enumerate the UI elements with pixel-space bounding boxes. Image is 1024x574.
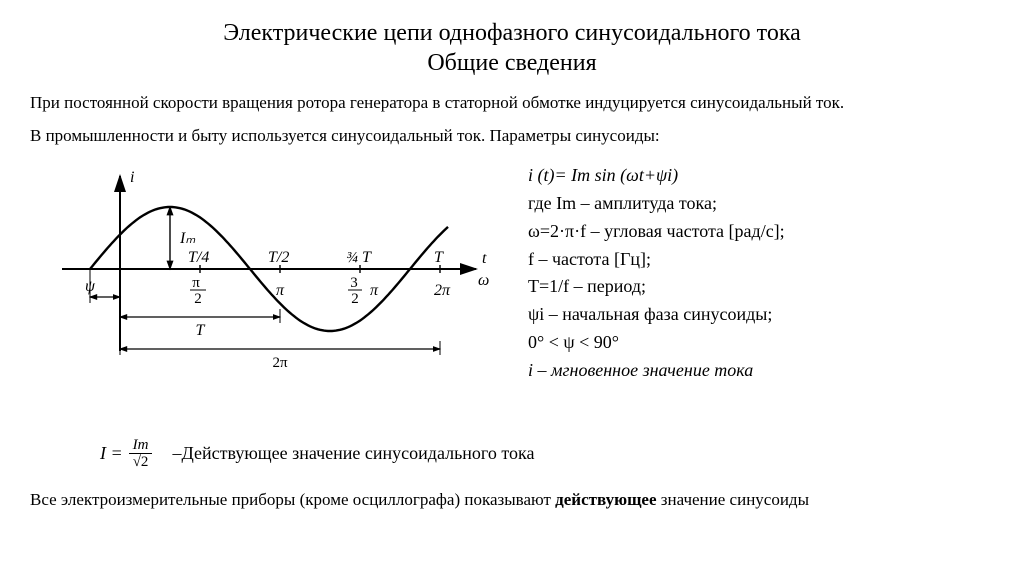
sine-chart: itωtIₘT/4T/2¾ TTπ2π32π2πψT2π xyxy=(50,164,490,419)
svg-text:T/2: T/2 xyxy=(268,249,289,266)
def-line-5: ψi – начальная фаза синусоиды; xyxy=(528,301,994,329)
svg-text:2: 2 xyxy=(351,291,359,307)
svg-text:2π: 2π xyxy=(272,355,288,371)
svg-text:T: T xyxy=(196,322,206,339)
svg-text:3: 3 xyxy=(350,275,358,291)
def-line-7: i – мгновенное значение тока xyxy=(528,357,994,385)
svg-text:ψ: ψ xyxy=(85,278,96,295)
svg-text:π: π xyxy=(192,275,200,291)
title-block: Электрические цепи однофазного синусоида… xyxy=(30,18,994,78)
def-line-1: где Im – амплитуда тока; xyxy=(528,190,994,218)
def-line-2: ω=2·π·f – угловая частота [рад/с]; xyxy=(528,218,994,246)
rms-lhs: I = xyxy=(100,443,123,464)
svg-text:T: T xyxy=(434,249,444,266)
content-row: itωtIₘT/4T/2¾ TTπ2π32π2πψT2π i (t)= Im s… xyxy=(30,158,994,419)
def-equation: i (t)= Im sin (ωt+ψi) xyxy=(528,162,994,190)
svg-text:i: i xyxy=(130,169,134,186)
title-line-2: Общие сведения xyxy=(30,48,994,78)
svg-text:2: 2 xyxy=(194,291,202,307)
svg-text:Iₘ: Iₘ xyxy=(179,230,195,247)
footer-post: значение синусоиды xyxy=(657,490,809,509)
svg-text:T/4: T/4 xyxy=(188,249,209,266)
def-line-3: f – частота [Гц]; xyxy=(528,246,994,274)
footer-pre: Все электроизмерительные приборы (кроме … xyxy=(30,490,555,509)
paragraph-2: В промышленности и быту используется син… xyxy=(30,125,994,148)
rms-denominator: √2 xyxy=(129,454,153,471)
rms-fraction: Im √2 xyxy=(129,437,153,471)
chart-column: itωtIₘT/4T/2¾ TTπ2π32π2πψT2π xyxy=(30,158,510,419)
svg-text:π: π xyxy=(370,282,379,299)
title-line-1: Электрические цепи однофазного синусоида… xyxy=(30,18,994,48)
rms-numerator: Im xyxy=(129,437,153,455)
svg-text:ωt: ωt xyxy=(478,272,490,289)
rms-description: –Действующее значение синусоидального то… xyxy=(172,443,534,464)
def-line-6: 0° < ψ < 90° xyxy=(528,329,994,357)
def-line-4: T=1/f – период; xyxy=(528,273,994,301)
svg-text:π: π xyxy=(276,282,285,299)
svg-text:2π: 2π xyxy=(434,282,451,299)
rms-formula-row: I = Im √2 –Действующее значение синусоид… xyxy=(30,437,994,471)
footer-paragraph: Все электроизмерительные приборы (кроме … xyxy=(30,489,994,512)
footer-bold: действующее xyxy=(555,490,656,509)
definitions-column: i (t)= Im sin (ωt+ψi) где Im – амплитуда… xyxy=(510,158,994,385)
svg-text:t: t xyxy=(482,250,487,267)
paragraph-1: При постоянной скорости вращения ротора … xyxy=(30,92,994,115)
svg-text:¾ T: ¾ T xyxy=(346,249,372,266)
